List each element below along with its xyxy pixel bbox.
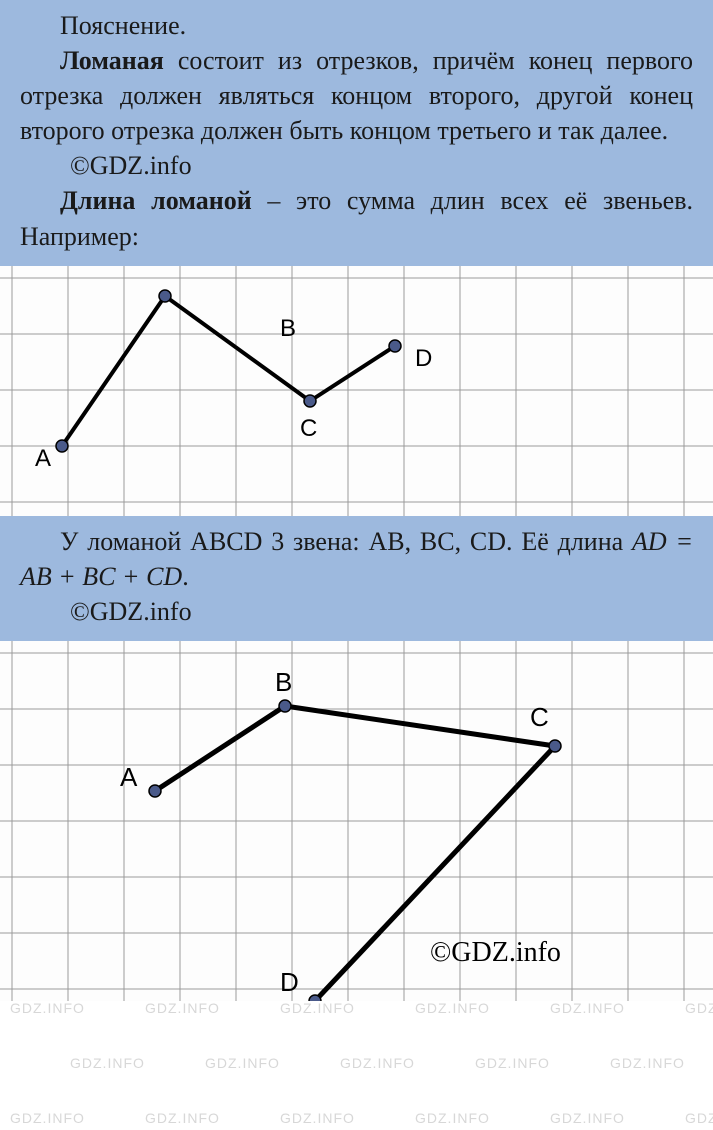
svg-text:A: A (120, 762, 138, 792)
svg-text:D: D (415, 345, 432, 372)
polyline-chart-1: A B C D (0, 266, 713, 516)
svg-text:D: D (280, 967, 299, 997)
explanation-block-2: У ломаной ABCD 3 звена: AB, BC, CD. Её д… (0, 516, 713, 641)
chart1-svg: A B C D (0, 266, 713, 516)
copyright-1: ©GDZ.info (20, 148, 693, 183)
svg-text:B: B (280, 315, 296, 342)
copyright-2: ©GDZ.info (20, 594, 693, 629)
svg-text:©GDZ.info: ©GDZ.info (430, 937, 561, 968)
term-dlina: Длина ломаной (60, 186, 252, 215)
explanation-block-1: Пояснение. Ломаная состоит из отрезков, … (0, 0, 713, 266)
chart2-svg: A B C D ©GDZ.info (0, 641, 713, 1001)
svg-text:B: B (275, 667, 292, 697)
p3-c: . (182, 562, 189, 591)
heading: Пояснение. (20, 8, 693, 43)
polyline-chart-2: A B C D ©GDZ.info (0, 641, 713, 1001)
svg-text:C: C (530, 702, 549, 732)
term-lomanaya: Ломаная (60, 46, 164, 75)
paragraph-2: Длина ломаной – это сумма длин всех её з… (20, 183, 693, 253)
p3-a: У ломаной ABCD 3 звена: AB, BC, CD. Её д… (60, 527, 632, 556)
svg-text:C: C (300, 415, 317, 442)
paragraph-3: У ломаной ABCD 3 звена: AB, BC, CD. Её д… (20, 524, 693, 594)
paragraph-1: Ломаная состоит из отрезков, причём коне… (20, 43, 693, 148)
svg-text:A: A (35, 445, 51, 472)
